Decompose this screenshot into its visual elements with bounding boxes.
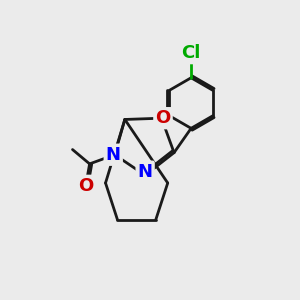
Text: Cl: Cl	[182, 44, 201, 62]
Text: N: N	[138, 163, 153, 181]
Text: O: O	[155, 109, 171, 127]
Text: O: O	[78, 177, 93, 195]
Text: N: N	[106, 146, 121, 164]
